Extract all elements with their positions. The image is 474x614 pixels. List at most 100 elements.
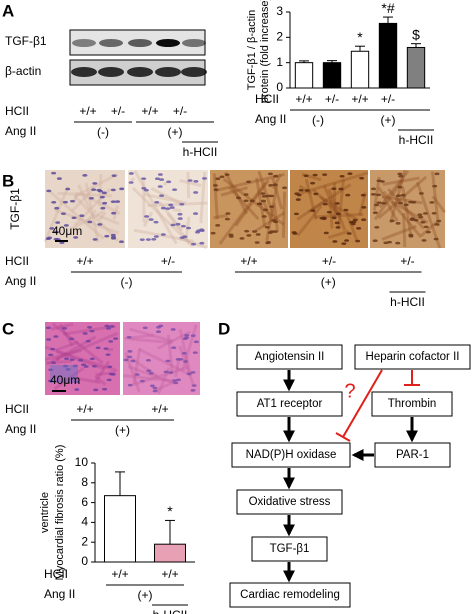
fiber [44, 345, 118, 373]
fiber [127, 365, 175, 385]
nucleus [93, 388, 99, 392]
nucleus [360, 193, 366, 197]
group-label: (-) [97, 125, 109, 139]
nucleus [418, 215, 424, 219]
scale-label: 40μm [52, 224, 82, 238]
fiber [178, 345, 195, 385]
nucleus [396, 194, 402, 198]
nucleus [127, 350, 133, 353]
nucleus [69, 337, 75, 341]
micrograph-bg [290, 170, 368, 248]
y-tick-label: 1 [276, 55, 283, 69]
nucleus [139, 238, 145, 241]
fiber [255, 177, 267, 228]
node-label: Oxidative stress [249, 496, 331, 508]
nucleus [85, 339, 91, 343]
fiber [218, 181, 268, 245]
nucleus [126, 355, 132, 359]
fiber [296, 204, 323, 237]
nucleus [350, 222, 356, 226]
fiber [430, 171, 440, 227]
diagram-node: TGF-β1 [251, 536, 328, 562]
fiber [345, 212, 359, 241]
fiber [377, 175, 428, 220]
nucleus [111, 174, 117, 177]
nucleus [243, 193, 249, 196]
nucleus [341, 242, 347, 245]
panel-label: D [218, 319, 230, 338]
fiber [319, 195, 360, 222]
fiber [166, 334, 174, 374]
nucleus [331, 187, 337, 191]
nucleus [173, 381, 179, 385]
micrograph [43, 170, 125, 248]
row-label: Ang II [5, 124, 36, 138]
fiber [234, 179, 270, 227]
nucleus [183, 360, 189, 363]
fiber [43, 185, 70, 243]
nucleus [224, 217, 230, 221]
bar [406, 46, 426, 89]
fiber [328, 199, 334, 229]
nucleus [338, 187, 344, 191]
micrograph [210, 170, 288, 248]
nucleus [335, 212, 341, 216]
nucleus [293, 212, 299, 216]
nucleus [389, 219, 395, 223]
fiber [390, 200, 429, 225]
nucleus [155, 326, 161, 329]
nucleus [123, 358, 129, 362]
micrograph [122, 322, 200, 395]
nucleus [79, 214, 85, 217]
node-label: Cardiac remodeling [240, 589, 340, 601]
nucleus [46, 338, 52, 341]
nucleus [110, 200, 116, 203]
nucleus [310, 181, 316, 185]
nucleus [420, 220, 426, 224]
nucleus [88, 196, 94, 200]
nucleus [255, 233, 261, 236]
y-tick-label: 2 [81, 534, 88, 548]
nucleus [212, 184, 218, 187]
nucleus [267, 172, 273, 176]
nucleus [346, 232, 352, 235]
nucleus [411, 200, 417, 204]
group-label: (+) [321, 275, 336, 289]
nucleus [95, 346, 101, 350]
nucleus [180, 224, 186, 228]
fiber [84, 182, 100, 243]
nucleus [92, 182, 98, 185]
nucleus [403, 203, 409, 207]
fiber [213, 213, 228, 220]
band [182, 39, 206, 47]
nucleus [397, 201, 403, 205]
nucleus [61, 326, 67, 330]
nucleus [141, 177, 147, 180]
nucleus [190, 334, 196, 337]
fiber [272, 173, 282, 190]
nucleus [244, 229, 250, 233]
nucleus [143, 188, 149, 192]
y-tick-label: 8 [81, 475, 88, 489]
genotype: +/- [325, 92, 339, 106]
nucleus [171, 346, 177, 349]
fiber [55, 340, 79, 352]
nucleus [69, 358, 75, 361]
fiber [402, 212, 407, 247]
fiber [166, 212, 191, 245]
fiber [98, 211, 107, 221]
group-label: (-) [312, 113, 324, 127]
nucleus [310, 209, 316, 212]
y-tick-label: 0 [81, 554, 88, 568]
diagram-node: NAD(P)H oxidase [231, 442, 351, 468]
nucleus [418, 192, 424, 195]
row-label: HCII [5, 402, 29, 416]
scale-label: 40μm [50, 373, 80, 387]
nucleus [322, 173, 328, 176]
nucleus [48, 353, 54, 357]
nucleus [264, 225, 270, 229]
nucleus [190, 371, 196, 374]
fiber [387, 188, 425, 230]
fiber [129, 327, 174, 343]
nucleus [154, 201, 160, 204]
